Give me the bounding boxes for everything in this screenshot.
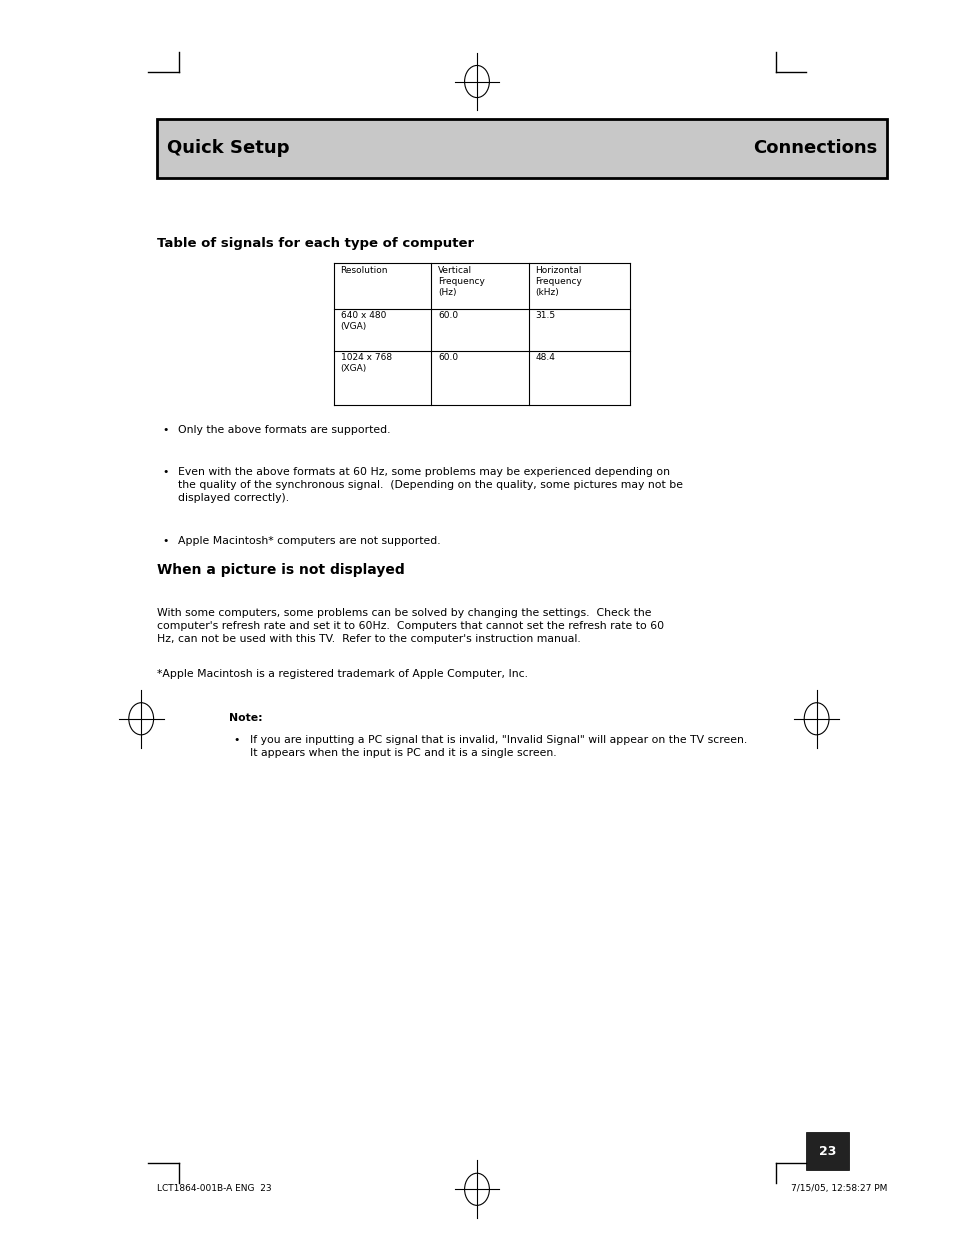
Text: •: • (233, 735, 240, 745)
Text: Vertical
Frequency
(Hz): Vertical Frequency (Hz) (437, 266, 484, 296)
Text: 640 x 480
(VGA): 640 x 480 (VGA) (340, 311, 386, 331)
Text: •: • (162, 425, 169, 435)
Text: 31.5: 31.5 (535, 311, 555, 320)
Text: With some computers, some problems can be solved by changing the settings.  Chec: With some computers, some problems can b… (157, 608, 664, 643)
Text: If you are inputting a PC signal that is invalid, "Invalid Signal" will appear o: If you are inputting a PC signal that is… (250, 735, 746, 758)
Text: 1024 x 768
(XGA): 1024 x 768 (XGA) (340, 353, 392, 373)
Text: 60.0: 60.0 (437, 311, 457, 320)
Text: Resolution: Resolution (340, 266, 388, 274)
Text: *Apple Macintosh is a registered trademark of Apple Computer, Inc.: *Apple Macintosh is a registered tradema… (157, 669, 528, 679)
Text: Quick Setup: Quick Setup (167, 140, 289, 157)
Text: •: • (162, 536, 169, 546)
Text: 60.0: 60.0 (437, 353, 457, 362)
Text: LCT1864-001B-A ENG  23: LCT1864-001B-A ENG 23 (157, 1183, 272, 1193)
Text: Connections: Connections (753, 140, 877, 157)
FancyBboxPatch shape (805, 1132, 848, 1170)
Text: •: • (162, 467, 169, 477)
Text: Horizontal
Frequency
(kHz): Horizontal Frequency (kHz) (535, 266, 581, 296)
Text: 48.4: 48.4 (535, 353, 555, 362)
FancyBboxPatch shape (157, 119, 886, 178)
Text: Even with the above formats at 60 Hz, some problems may be experienced depending: Even with the above formats at 60 Hz, so… (178, 467, 682, 503)
Text: When a picture is not displayed: When a picture is not displayed (157, 563, 405, 577)
Text: Only the above formats are supported.: Only the above formats are supported. (178, 425, 391, 435)
Text: 7/15/05, 12:58:27 PM: 7/15/05, 12:58:27 PM (790, 1183, 886, 1193)
Text: 23: 23 (818, 1145, 836, 1157)
Text: Apple Macintosh* computers are not supported.: Apple Macintosh* computers are not suppo… (178, 536, 440, 546)
Text: Note:: Note: (229, 713, 262, 722)
Text: Table of signals for each type of computer: Table of signals for each type of comput… (157, 237, 474, 251)
